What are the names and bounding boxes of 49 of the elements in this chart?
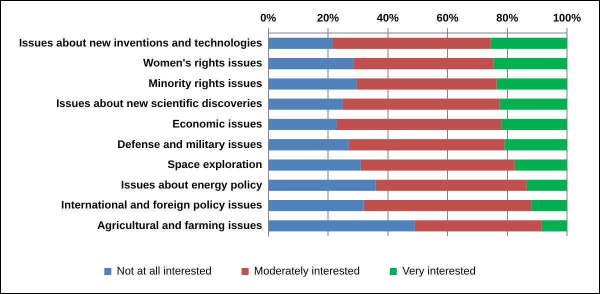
bar	[268, 220, 415, 232]
bar	[414, 220, 542, 232]
legend-label: Not at all interested	[116, 266, 212, 278]
bar	[496, 78, 567, 90]
y-tick-label: International and foreign policy issues	[61, 200, 262, 212]
bar	[356, 78, 497, 90]
x-tick-label: 20%	[316, 12, 340, 25]
bar	[542, 220, 567, 232]
bar	[268, 159, 361, 171]
bar	[494, 58, 567, 70]
bar	[268, 200, 364, 212]
bar	[332, 38, 491, 49]
bar	[268, 78, 356, 90]
y-tick-label: Economic issues	[172, 118, 262, 130]
bar	[360, 159, 515, 171]
bar	[500, 98, 567, 110]
bar	[504, 139, 567, 150]
bar	[514, 159, 567, 171]
x-tick-label: 80%	[496, 12, 518, 25]
x-tick-label: 60%	[436, 12, 459, 25]
legend-label: Very interested	[402, 266, 476, 278]
bar	[376, 180, 527, 191]
bar	[268, 98, 343, 110]
bar	[268, 139, 349, 150]
legend-label: Moderately interested	[254, 266, 360, 278]
bar	[526, 180, 567, 191]
y-tick-label: Issues about new inventions and technologies	[18, 37, 262, 50]
bar	[531, 200, 567, 212]
bar	[336, 118, 502, 130]
y-tick-label: Women's rights issues	[143, 58, 262, 70]
y-tick-label: Issues about new scientific discoveries	[56, 98, 262, 110]
y-tick-label: Defense and military issues	[117, 138, 262, 151]
y-tick-label: Minority rights issues	[148, 78, 262, 90]
bar	[342, 98, 500, 110]
y-tick-label: Space exploration	[167, 159, 263, 172]
x-tick-label: 0%	[260, 12, 276, 25]
x-tick-label: 40%	[376, 12, 399, 25]
bar	[501, 118, 567, 130]
bar	[268, 118, 337, 130]
bar	[364, 200, 532, 212]
bar	[268, 58, 354, 70]
bar	[490, 38, 567, 49]
y-tick-label: Issues about energy policy	[121, 179, 264, 192]
y-tick-label: Agricultural and farming issues	[97, 220, 262, 232]
bar	[353, 58, 494, 70]
bar	[268, 38, 332, 49]
x-tick-label: 100%	[552, 12, 582, 25]
bar	[348, 139, 504, 150]
bar	[268, 180, 376, 191]
